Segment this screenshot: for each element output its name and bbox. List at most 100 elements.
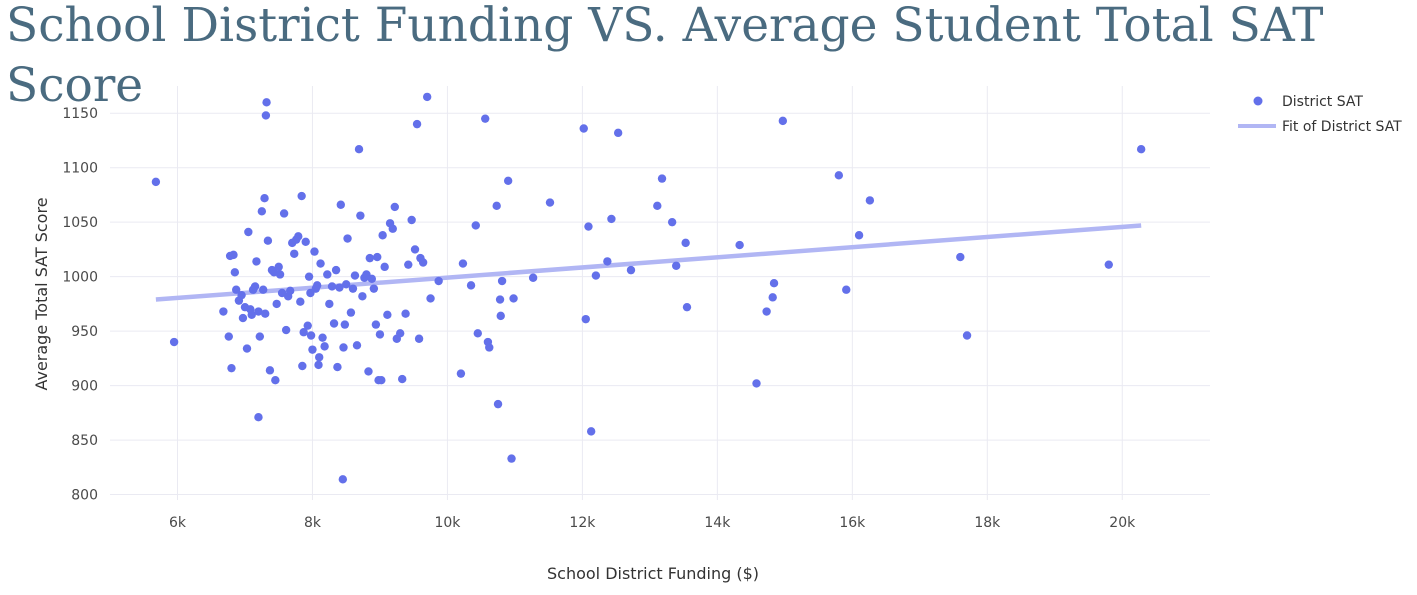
data-point[interactable] bbox=[682, 302, 692, 312]
data-point[interactable] bbox=[371, 320, 381, 329]
data-point[interactable] bbox=[335, 283, 344, 292]
data-point[interactable] bbox=[768, 293, 777, 302]
data-point[interactable] bbox=[584, 222, 593, 231]
data-point[interactable] bbox=[414, 334, 424, 343]
data-point[interactable] bbox=[426, 294, 435, 303]
data-point[interactable] bbox=[260, 194, 269, 203]
data-point[interactable] bbox=[653, 201, 662, 211]
data-point[interactable] bbox=[333, 362, 342, 372]
data-point[interactable] bbox=[254, 413, 263, 422]
data-point[interactable] bbox=[224, 332, 233, 341]
data-point[interactable] bbox=[237, 290, 246, 300]
data-point[interactable] bbox=[434, 276, 443, 286]
data-point[interactable] bbox=[238, 313, 248, 323]
data-point[interactable] bbox=[466, 281, 476, 290]
data-point[interactable] bbox=[418, 258, 428, 267]
data-point[interactable] bbox=[279, 209, 289, 218]
legend-item-scatter[interactable]: District SAT bbox=[1253, 94, 1364, 110]
data-point[interactable] bbox=[613, 128, 623, 138]
data-point[interactable] bbox=[485, 343, 494, 352]
data-point[interactable] bbox=[299, 328, 308, 337]
data-point[interactable] bbox=[272, 299, 281, 309]
data-point[interactable] bbox=[271, 375, 280, 385]
data-point[interactable] bbox=[339, 343, 348, 352]
data-point[interactable] bbox=[242, 344, 252, 353]
data-point[interactable] bbox=[591, 271, 601, 280]
data-point[interactable] bbox=[323, 270, 332, 279]
data-point[interactable] bbox=[412, 119, 422, 129]
data-point[interactable] bbox=[315, 353, 324, 362]
data-point[interactable] bbox=[752, 379, 761, 388]
data-point[interactable] bbox=[274, 262, 283, 272]
data-point[interactable] bbox=[219, 307, 228, 316]
data-point[interactable] bbox=[410, 245, 420, 254]
data-point[interactable] bbox=[358, 292, 367, 301]
data-point[interactable] bbox=[842, 285, 851, 294]
data-point[interactable] bbox=[503, 176, 513, 185]
data-point[interactable] bbox=[354, 144, 364, 154]
data-point[interactable] bbox=[1104, 260, 1113, 269]
data-point[interactable] bbox=[252, 257, 261, 266]
data-point[interactable] bbox=[422, 92, 432, 102]
data-point[interactable] bbox=[318, 333, 327, 342]
data-point[interactable] bbox=[579, 124, 588, 133]
data-point[interactable] bbox=[250, 282, 260, 291]
data-point[interactable] bbox=[285, 286, 295, 296]
data-point[interactable] bbox=[383, 310, 392, 319]
data-point[interactable] bbox=[255, 332, 265, 341]
data-point[interactable] bbox=[528, 273, 538, 282]
data-point[interactable] bbox=[369, 284, 379, 293]
data-point[interactable] bbox=[378, 231, 387, 240]
data-point[interactable] bbox=[380, 262, 389, 272]
data-point[interactable] bbox=[507, 454, 516, 463]
data-point[interactable] bbox=[312, 281, 322, 290]
data-point[interactable] bbox=[956, 252, 965, 262]
data-point[interactable] bbox=[261, 309, 270, 318]
data-point[interactable] bbox=[263, 236, 273, 245]
data-point[interactable] bbox=[336, 200, 345, 209]
data-point[interactable] bbox=[735, 240, 744, 250]
data-point[interactable] bbox=[497, 276, 507, 286]
data-point[interactable] bbox=[365, 253, 375, 263]
data-point[interactable] bbox=[227, 363, 236, 373]
data-point[interactable] bbox=[340, 320, 350, 329]
data-point[interactable] bbox=[657, 174, 667, 183]
data-point[interactable] bbox=[364, 367, 373, 376]
data-point[interactable] bbox=[329, 319, 339, 328]
data-point[interactable] bbox=[352, 341, 362, 350]
data-point[interactable] bbox=[545, 198, 555, 207]
data-point[interactable] bbox=[303, 321, 312, 330]
data-point[interactable] bbox=[254, 307, 263, 316]
data-point[interactable] bbox=[778, 116, 788, 126]
data-point[interactable] bbox=[458, 259, 468, 268]
data-point[interactable] bbox=[473, 329, 482, 338]
data-point[interactable] bbox=[275, 270, 285, 279]
data-point[interactable] bbox=[229, 250, 238, 260]
data-point[interactable] bbox=[854, 231, 864, 240]
data-point[interactable] bbox=[404, 260, 413, 269]
data-point[interactable] bbox=[169, 337, 179, 347]
data-point[interactable] bbox=[306, 331, 316, 340]
data-point[interactable] bbox=[1136, 144, 1146, 154]
data-point[interactable] bbox=[281, 325, 291, 335]
data-point[interactable] bbox=[297, 191, 306, 201]
data-point[interactable] bbox=[581, 314, 590, 324]
data-point[interactable] bbox=[769, 278, 779, 288]
data-point[interactable] bbox=[294, 232, 303, 241]
data-point[interactable] bbox=[373, 252, 382, 262]
data-point[interactable] bbox=[304, 272, 314, 281]
data-point[interactable] bbox=[244, 227, 253, 237]
data-point[interactable] bbox=[343, 234, 352, 243]
data-point[interactable] bbox=[388, 224, 397, 233]
data-point[interactable] bbox=[509, 294, 518, 303]
legend[interactable]: District SAT Fit of District SAT bbox=[1238, 94, 1402, 135]
data-point[interactable] bbox=[314, 360, 323, 370]
data-point[interactable] bbox=[395, 329, 405, 338]
data-point[interactable] bbox=[308, 345, 317, 354]
data-point[interactable] bbox=[398, 374, 407, 384]
data-point[interactable] bbox=[377, 375, 386, 385]
data-point[interactable] bbox=[258, 285, 268, 294]
data-point[interactable] bbox=[247, 310, 256, 319]
data-point[interactable] bbox=[310, 247, 319, 256]
data-point[interactable] bbox=[586, 427, 596, 436]
